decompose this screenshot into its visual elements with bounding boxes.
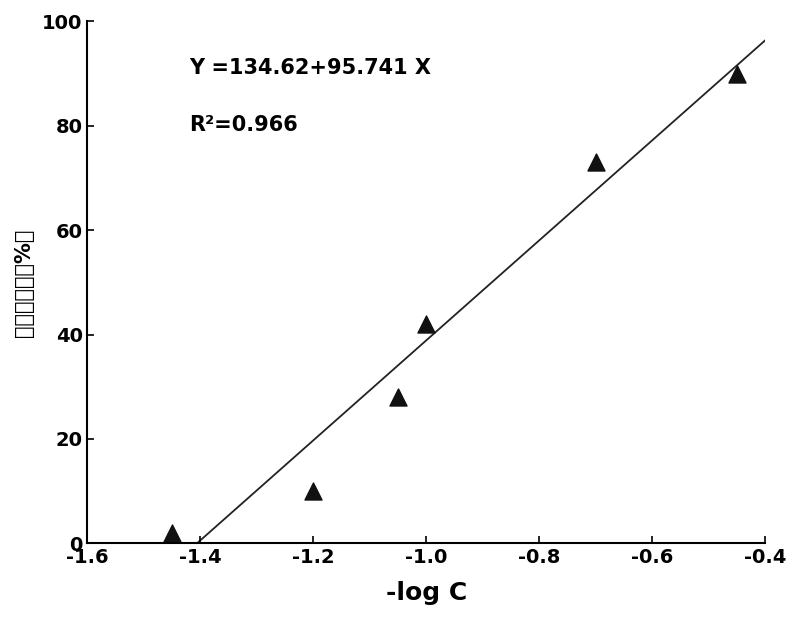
Point [730,69,743,79]
Point [420,319,433,329]
Point [166,528,178,538]
Point [391,392,404,402]
Point [307,486,320,496]
Y-axis label: 发光抑制率（%）: 发光抑制率（%） [14,228,34,337]
Point [589,157,602,167]
Text: Y =134.62+95.741 X: Y =134.62+95.741 X [189,58,431,78]
Text: R²=0.966: R²=0.966 [189,115,298,136]
X-axis label: -log C: -log C [386,581,467,605]
